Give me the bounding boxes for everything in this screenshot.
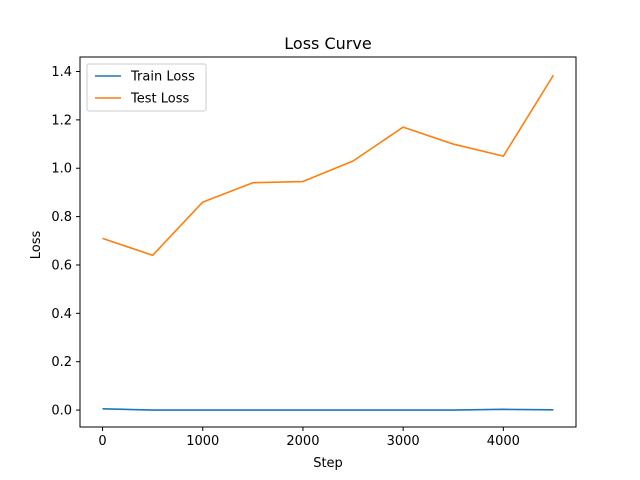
- x-axis-title: Step: [313, 456, 343, 471]
- x-tick-label: 0: [98, 434, 106, 449]
- series-line-test-loss: [102, 74, 555, 257]
- y-tick-label: 1.2: [51, 113, 72, 128]
- y-tick-label: 0.8: [51, 210, 72, 225]
- x-tick-label: 1000: [186, 434, 219, 449]
- y-tick-label: 0.2: [51, 355, 72, 370]
- y-tick-label: 1.0: [51, 162, 72, 177]
- y-tick-label: 0.6: [51, 258, 72, 273]
- plot-area: [79, 56, 577, 428]
- x-tick-label: 3000: [387, 434, 420, 449]
- x-tick-label: 4000: [487, 434, 520, 449]
- x-tick-label: 2000: [286, 434, 319, 449]
- x-axis-ticks: 0 1000 2000 3000 4000: [98, 427, 520, 449]
- legend: Train Loss Test Loss: [86, 63, 207, 112]
- y-axis-ticks: 0.0 0.2 0.4 0.6 0.8 1.0 1.2 1.4: [51, 65, 80, 419]
- series-layer: [102, 74, 555, 411]
- y-tick-label: 0.4: [51, 307, 72, 322]
- plot-frame: [79, 56, 577, 428]
- y-axis-title: Loss: [29, 231, 44, 260]
- legend-label: Train Loss: [130, 70, 195, 85]
- y-tick-label: 0.0: [51, 404, 72, 419]
- series-line-train-loss: [102, 408, 554, 411]
- legend-label: Test Loss: [130, 92, 189, 107]
- y-tick-label: 1.4: [51, 65, 72, 80]
- chart-title: Loss Curve: [284, 34, 371, 53]
